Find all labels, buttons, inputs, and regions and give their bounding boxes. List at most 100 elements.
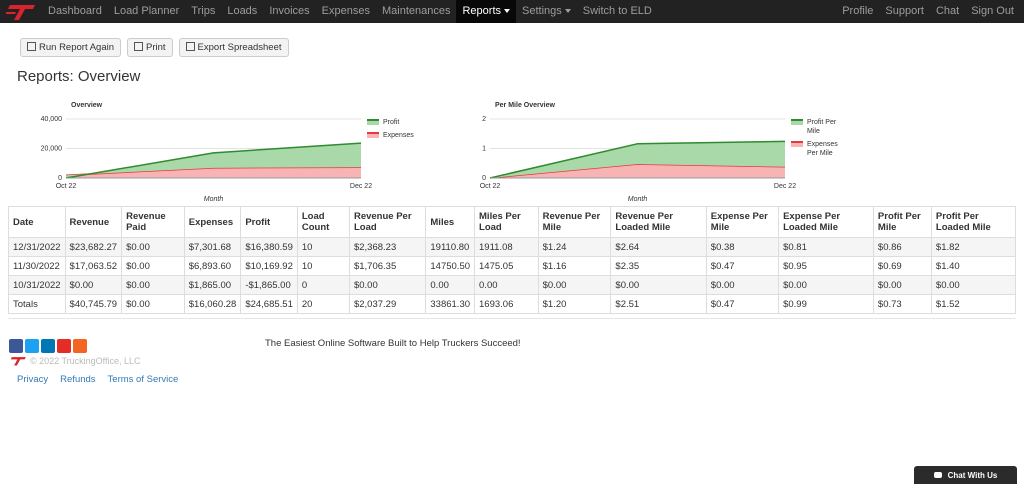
nav-link[interactable]: Loads — [227, 5, 258, 17]
table-cell: Totals — [8, 294, 66, 314]
table-cell: 19110.80 — [425, 237, 476, 257]
table-cell: $0.00 — [121, 275, 185, 295]
nav-link[interactable]: Trips — [191, 5, 216, 17]
legend-item: Expenses Per Mile — [791, 140, 845, 158]
linkedin-icon[interactable] — [41, 339, 55, 353]
y-tick-label: 2 — [482, 116, 486, 123]
table-cell: $0.38 — [705, 237, 780, 257]
table-cell: $0.00 — [778, 275, 874, 295]
legend: Profit Expenses — [367, 118, 421, 144]
table-cell: $0.00 — [348, 275, 427, 295]
y-tick-label: 1 — [482, 145, 486, 152]
nav-link[interactable]: Support — [885, 5, 924, 17]
heading: Reports: Overview — [17, 68, 141, 85]
footer-link[interactable]: Terms of Service — [107, 374, 179, 385]
toolbar: Run Report Again Print Export Spreadshee… — [20, 38, 289, 57]
button[interactable]: Run Report Again — [20, 38, 121, 57]
table-cell: $0.00 — [121, 237, 185, 257]
chart: Per Mile Overview 0 1 2 Oct 22 Dec 22 Month Pro… — [446, 98, 866, 206]
column-header: Revenue Per Load — [348, 206, 427, 238]
nav-link[interactable]: Switch to ELD — [582, 5, 652, 17]
chat-widget[interactable]: Chat With Us — [914, 466, 1017, 484]
table-cell: 33861.30 — [425, 294, 476, 314]
legend-item: Profit Per Mile — [791, 118, 845, 136]
table-cell: $0.00 — [121, 294, 185, 314]
rss-icon[interactable] — [73, 339, 87, 353]
table-cell: 1911.08 — [474, 237, 539, 257]
chart-title: Overview — [71, 102, 103, 109]
table-cell: $40,745.79 — [64, 294, 123, 314]
divider — [8, 318, 1016, 319]
nav-link[interactable]: Profile — [842, 5, 874, 17]
x-tick-label: Dec 22 — [774, 183, 796, 190]
nav-link[interactable]: Chat — [935, 5, 960, 17]
table-cell: $17,063.52 — [64, 256, 123, 276]
y-tick-label: 20,000 — [41, 145, 63, 152]
table-row: 10/31/2022 $0.00 $0.00 $1,865.00 -$1,865.00 0… — [8, 275, 1017, 295]
nav-link[interactable]: Sign Out — [971, 5, 1014, 17]
nav-link[interactable]: Dashboard — [48, 5, 102, 17]
footer-logo — [10, 357, 26, 366]
twitter-icon[interactable] — [25, 339, 39, 353]
x-axis-label: Month — [628, 196, 648, 203]
copyright: © 2022 TruckingOffice, LLC — [9, 356, 141, 366]
table-cell: 12/31/2022 — [8, 237, 66, 257]
button[interactable]: Print — [127, 38, 173, 57]
column-header: Miles — [425, 206, 476, 238]
table-cell: $0.00 — [121, 256, 185, 276]
nav-link[interactable]: Invoices — [269, 5, 310, 17]
nav-link[interactable]: Expenses — [321, 5, 370, 17]
table-cell: $0.81 — [778, 237, 874, 257]
column-header: Revenue Per Loaded Mile — [610, 206, 707, 238]
table-cell: $2.35 — [610, 256, 707, 276]
table-cell: 1475.05 — [474, 256, 539, 276]
facebook-icon[interactable] — [9, 339, 23, 353]
table-cell: $2,037.29 — [348, 294, 427, 314]
table-cell: $1,865.00 — [183, 275, 242, 295]
table-cell: $24,685.51 — [240, 294, 298, 314]
chart-title: Per Mile Overview — [495, 102, 555, 109]
footer-link[interactable]: Refunds — [60, 374, 96, 385]
table-body: 12/31/2022 $23,682.27 $0.00 $7,301.68 $16,38… — [8, 237, 1017, 314]
footer-link[interactable]: Privacy — [17, 374, 49, 385]
x-tick-label: Oct 22 — [480, 183, 501, 190]
column-header: Expense Per Loaded Mile — [778, 206, 874, 238]
table-cell: $16,060.28 — [183, 294, 242, 314]
table-cell: $6,893.60 — [183, 256, 242, 276]
table-cell: 10 — [296, 256, 350, 276]
table-cell: $2,368.23 — [348, 237, 427, 257]
table-cell: $1.16 — [537, 256, 612, 276]
column-header: Profit Per Loaded Mile — [930, 206, 1017, 238]
table-cell: $16,380.59 — [240, 237, 298, 257]
column-header: Revenue Per Mile — [537, 206, 612, 238]
footer-links: Privacy Refunds Terms of Service — [17, 374, 178, 385]
column-header: Miles Per Load — [474, 206, 539, 238]
nav-link[interactable]: Load Planner — [113, 5, 180, 17]
area-fill — [66, 143, 361, 178]
button[interactable]: Export Spreadsheet — [178, 38, 289, 57]
table-row: 12/31/2022 $23,682.27 $0.00 $7,301.68 $16,38… — [8, 237, 1017, 257]
table-cell: 0 — [296, 275, 350, 295]
legend-label: Expenses Per Mile — [807, 141, 838, 157]
table-cell: $0.95 — [778, 256, 874, 276]
table-cell: $10,169.92 — [240, 256, 298, 276]
table-cell: 14750.50 — [425, 256, 476, 276]
area-line — [65, 142, 362, 179]
legend-swatch — [367, 119, 379, 125]
nav-link-active[interactable]: Reports — [456, 0, 517, 23]
table-cell: 0.00 — [474, 275, 539, 295]
table-cell: $23,682.27 — [64, 237, 123, 257]
x-tick-label: Oct 22 — [56, 183, 77, 190]
legend-item: Profit — [367, 118, 421, 127]
table-cell: 0.00 — [425, 275, 476, 295]
logo[interactable] — [6, 3, 36, 21]
nav-link[interactable]: Settings — [516, 0, 577, 23]
nav-link[interactable]: Maintenances — [381, 5, 451, 17]
column-header: Revenue Paid — [121, 206, 185, 238]
table-cell: $0.00 — [930, 275, 1017, 295]
youtube-icon[interactable] — [57, 339, 71, 353]
y-tick-label: 40,000 — [41, 116, 63, 123]
table-cell: $0.86 — [872, 237, 932, 257]
column-header: Load Count — [296, 206, 350, 238]
chart-svg: Per Mile Overview 0 1 2 Oct 22 Dec 22 Month — [480, 102, 797, 203]
